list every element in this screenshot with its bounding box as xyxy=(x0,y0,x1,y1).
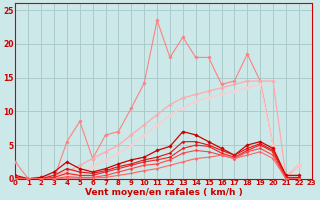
X-axis label: Vent moyen/en rafales ( km/h ): Vent moyen/en rafales ( km/h ) xyxy=(85,188,243,197)
